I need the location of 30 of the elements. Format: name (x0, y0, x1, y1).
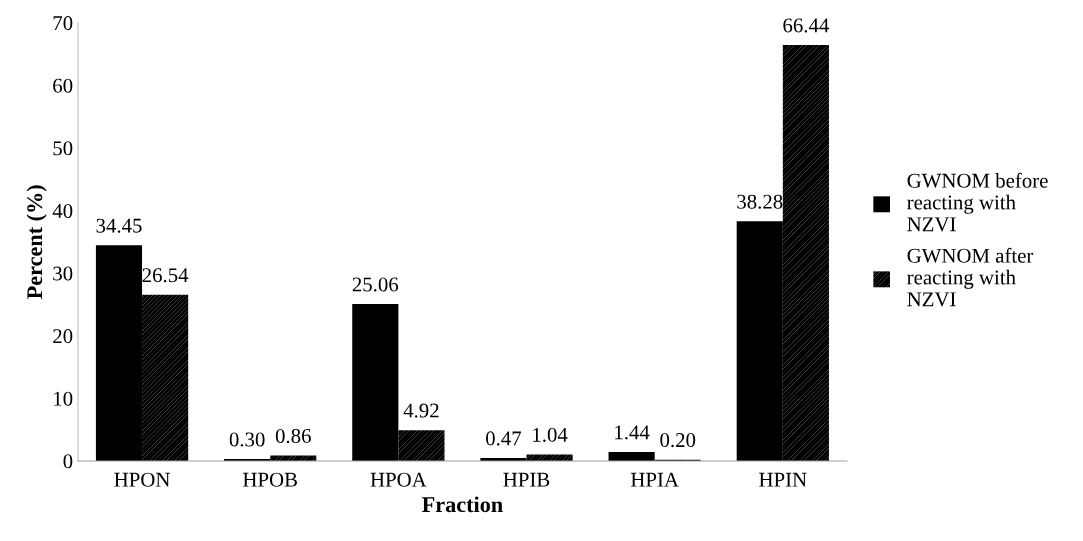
legend-label: GWNOM before reacting with NZVI (907, 172, 1048, 232)
x-tick-label: HPOA (370, 472, 427, 487)
data-label: 34.45 (96, 218, 142, 233)
data-label: 0.30 (229, 432, 265, 447)
data-label: 1.44 (615, 425, 650, 440)
x-axis-title: Fraction (422, 496, 503, 513)
data-label: 66.44 (783, 18, 830, 33)
y-tick-label: 50 (53, 141, 73, 156)
y-axis-title: Percent (%) (26, 185, 47, 299)
data-label: 38.28 (737, 194, 783, 209)
legend-label: GWNOM after reacting with NZVI (907, 247, 1034, 307)
y-tick-label: 40 (52, 203, 73, 218)
y-tick-label: 20 (53, 329, 73, 344)
x-tick-label: HPOB (243, 472, 297, 487)
data-label: 25.06 (352, 277, 399, 292)
data-label: 1.04 (533, 427, 568, 442)
y-tick-label: 10 (54, 391, 73, 406)
y-tick-label: 70 (53, 16, 73, 31)
data-label: 0.47 (486, 431, 522, 446)
data-label: 4.92 (403, 403, 439, 418)
y-tick-label: 0 (63, 454, 73, 469)
y-tick-label: 60 (53, 78, 73, 93)
data-label: 0.20 (660, 433, 696, 448)
x-tick-label: HPON (114, 472, 170, 487)
y-tick-label: 30 (53, 266, 73, 281)
data-label: 0.86 (275, 428, 311, 444)
x-tick-label: HPIB (503, 472, 550, 487)
data-label: 26.54 (142, 268, 189, 283)
x-tick-label: HPIA (630, 472, 679, 487)
x-tick-label: HPIN (759, 472, 807, 487)
